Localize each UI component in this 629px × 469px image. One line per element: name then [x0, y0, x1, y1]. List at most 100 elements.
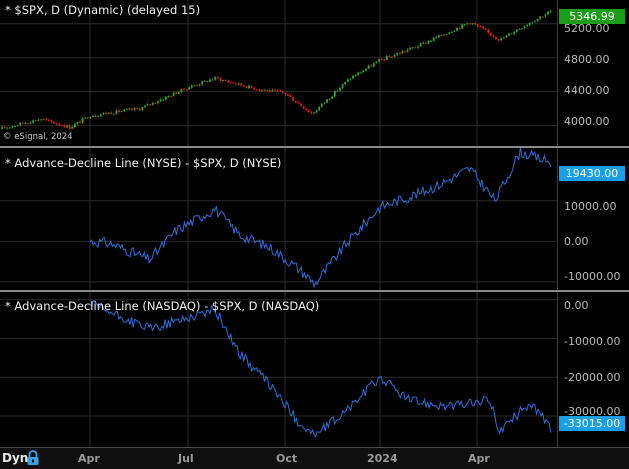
candle-body: [248, 85, 250, 89]
candle-body: [131, 108, 133, 110]
candle-body: [430, 40, 432, 42]
dynamic-mode-toggle[interactable]: Dyn: [2, 451, 29, 465]
candle-body: [307, 110, 310, 113]
price-pane[interactable]: * $SPX, D (Dynamic) (delayed 15) © eSign…: [0, 0, 629, 146]
candle-body: [352, 75, 354, 79]
candle-body: [68, 125, 71, 129]
candle-body: [406, 49, 409, 52]
candle-body: [102, 112, 105, 115]
candle-body: [461, 24, 464, 29]
candle-body: [310, 112, 313, 114]
nasdaq-tick: -10000.00: [564, 335, 621, 348]
candle-body: [344, 81, 347, 85]
candle-body: [34, 120, 37, 122]
candle-body: [89, 117, 92, 119]
candle-body: [541, 16, 544, 18]
candle-body: [359, 72, 362, 74]
candle-body: [432, 37, 435, 41]
candle-body: [240, 83, 243, 86]
lock-icon[interactable]: [26, 450, 40, 466]
candle-body: [73, 123, 76, 127]
candle-body: [66, 125, 68, 128]
candle-body: [118, 110, 120, 113]
candle-body: [323, 102, 326, 104]
candle-body: [505, 35, 508, 38]
candle-body: [456, 27, 458, 31]
candle-body: [466, 23, 469, 25]
candle-body: [53, 121, 55, 124]
candle-body: [60, 125, 63, 127]
candle-body: [16, 125, 19, 127]
candle-body: [448, 32, 451, 35]
candle-body: [63, 125, 66, 128]
candle-body: [484, 28, 487, 30]
candle-body: [300, 103, 302, 107]
nyse-axis-line: [557, 148, 558, 290]
candle-body: [401, 51, 404, 54]
candle-body: [196, 85, 198, 87]
candle-body: [409, 47, 412, 50]
candle-body: [229, 82, 232, 84]
candle-body: [193, 85, 196, 87]
nyse-ad-chart[interactable]: [0, 148, 629, 290]
nyse-last-flag: 19430.00: [559, 166, 625, 181]
candle-body: [487, 29, 490, 33]
candle-body: [469, 23, 471, 25]
candle-body: [32, 120, 35, 123]
candle-body: [419, 43, 422, 47]
candle-body: [354, 75, 357, 77]
candle-body: [367, 65, 370, 69]
candle-body: [177, 91, 180, 94]
candle-body: [222, 80, 224, 82]
candle-body: [417, 46, 419, 48]
nyse-tick: -10000.00: [564, 270, 621, 283]
candle-body: [411, 47, 414, 49]
candle-body: [164, 96, 167, 100]
candle-body: [255, 89, 258, 91]
candle-body: [515, 29, 518, 32]
nyse-pane[interactable]: * Advance-Decline Line (NYSE) - $SPX, D …: [0, 148, 629, 290]
x-axis-label: Apr: [78, 452, 100, 465]
candle-body: [170, 95, 172, 97]
candle-body: [29, 122, 32, 124]
candle-body: [414, 47, 417, 49]
pane-divider[interactable]: [0, 290, 629, 292]
candle-body: [97, 115, 100, 117]
candle-body: [47, 119, 50, 121]
candle-body: [313, 112, 315, 114]
candle-body: [133, 108, 136, 110]
candle-body: [333, 90, 336, 97]
candle-body: [237, 83, 240, 85]
price-chart[interactable]: [0, 0, 629, 146]
candle-body: [276, 90, 279, 92]
candle-body: [378, 59, 380, 62]
candle-body: [3, 127, 6, 129]
candle-body: [445, 34, 448, 36]
nasdaq-last-flag: -33015.00: [559, 416, 625, 431]
time-axis-bar[interactable]: Dyn Apr Jul Oct 2024 Apr: [0, 447, 629, 469]
candle-body: [206, 80, 209, 82]
candle-body: [450, 31, 453, 33]
candle-body: [513, 31, 516, 34]
candle-body: [476, 24, 479, 27]
candle-body: [136, 108, 139, 110]
candle-body: [531, 22, 534, 24]
candle-body: [284, 92, 287, 95]
nasdaq-ad-chart[interactable]: [0, 292, 629, 447]
candle-body: [183, 88, 185, 90]
candle-body: [346, 79, 349, 82]
candle-body: [154, 102, 157, 104]
candle-body: [185, 89, 188, 91]
candle-body: [396, 53, 399, 55]
candle-body: [112, 113, 115, 115]
candle-body: [326, 99, 328, 103]
candle-body: [489, 32, 492, 36]
nasdaq-pane[interactable]: * Advance-Decline Line (NASDAQ) - $SPX, …: [0, 292, 629, 447]
candle-body: [289, 95, 292, 98]
candle-body: [320, 103, 323, 107]
candle-body: [331, 96, 334, 99]
candle-body: [279, 91, 282, 93]
candle-body: [391, 56, 393, 58]
candle-body: [471, 23, 474, 25]
pane-divider[interactable]: [0, 146, 629, 148]
